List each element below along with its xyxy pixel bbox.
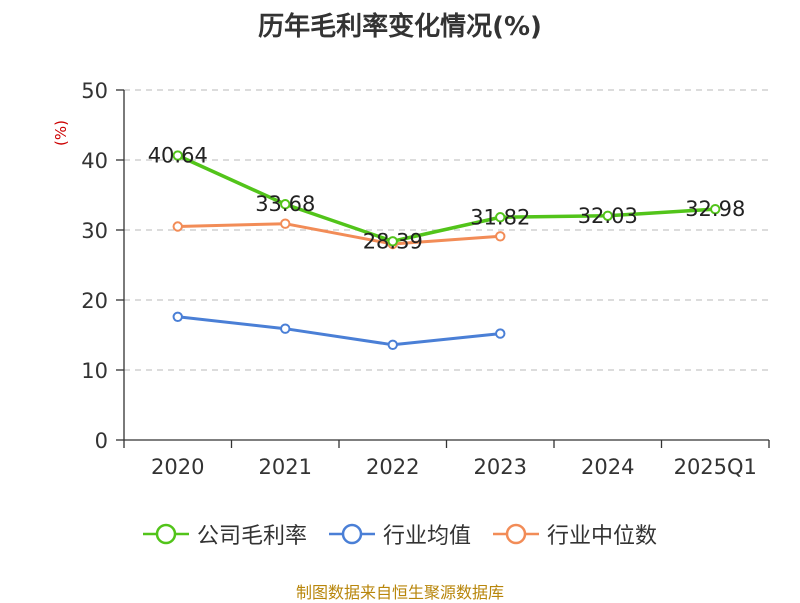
- legend-item-0[interactable]: 公司毛利率: [142, 518, 307, 550]
- y-tick-label: 30: [81, 219, 108, 243]
- data-label: 40.64: [148, 144, 208, 168]
- x-tick-label-2024: 2024: [581, 455, 634, 479]
- data-label: 32.98: [685, 197, 745, 221]
- series-line-行业均值: [177, 315, 501, 347]
- legend-swatch-icon: [142, 523, 189, 545]
- legend-item-1[interactable]: 行业均值: [328, 518, 471, 550]
- series-line-行业中位数: [177, 222, 501, 246]
- axes: 0 10 20 30 40 50 2020 2021 2022 2023 2024 2025Q1: [81, 79, 770, 479]
- legend-label: 行业均值: [382, 524, 471, 549]
- data-point: [387, 339, 398, 350]
- data-point: [172, 150, 183, 161]
- data-point: [495, 212, 506, 223]
- y-tick-label: 50: [81, 79, 108, 103]
- legend-item-2[interactable]: 行业中位数: [493, 518, 657, 550]
- data-point: [280, 199, 291, 210]
- y-tick-label: 10: [81, 359, 108, 383]
- data-point: [710, 203, 721, 215]
- legend-swatch-icon: [328, 523, 375, 545]
- series-lines: [172, 150, 721, 350]
- x-tick-label-2022: 2022: [366, 455, 419, 479]
- data-point: [172, 311, 183, 322]
- x-tick-label-2023: 2023: [474, 455, 527, 479]
- data-label: 31.82: [470, 205, 530, 229]
- data-point: [280, 323, 291, 334]
- y-tick-label: 40: [81, 149, 108, 173]
- x-tick-label-2021: 2021: [259, 455, 312, 479]
- data-point: [602, 210, 613, 221]
- data-label: 33.68: [255, 192, 315, 216]
- legend-swatch-icon: [493, 523, 539, 545]
- y-tick-label: 0: [95, 429, 108, 453]
- data-labels: 40.64 33.68 28.39 31.82 32.03 32.98: [148, 144, 746, 254]
- data-point: [172, 221, 183, 232]
- data-point: [495, 231, 506, 242]
- data-label: 32.03: [578, 204, 638, 228]
- y-tick-label: 20: [81, 289, 108, 313]
- data-label: 28.39: [363, 229, 423, 253]
- chart-title: 历年毛利率变化情况(%): [258, 12, 542, 42]
- data-point: [387, 236, 398, 247]
- data-point: [495, 328, 506, 339]
- data-point: [280, 218, 291, 229]
- legend-label: 公司毛利率: [196, 524, 307, 549]
- x-tick-label-2025Q1: 2025Q1: [674, 455, 757, 479]
- data-source-note: 制图数据来自恒生聚源数据库: [295, 583, 504, 602]
- series-line-公司毛利率: [177, 153, 716, 244]
- x-tick-label-2020: 2020: [151, 455, 204, 479]
- legend: 公司毛利率 行业均值 行业中位数: [0, 518, 800, 550]
- legend-label: 行业中位数: [547, 524, 658, 549]
